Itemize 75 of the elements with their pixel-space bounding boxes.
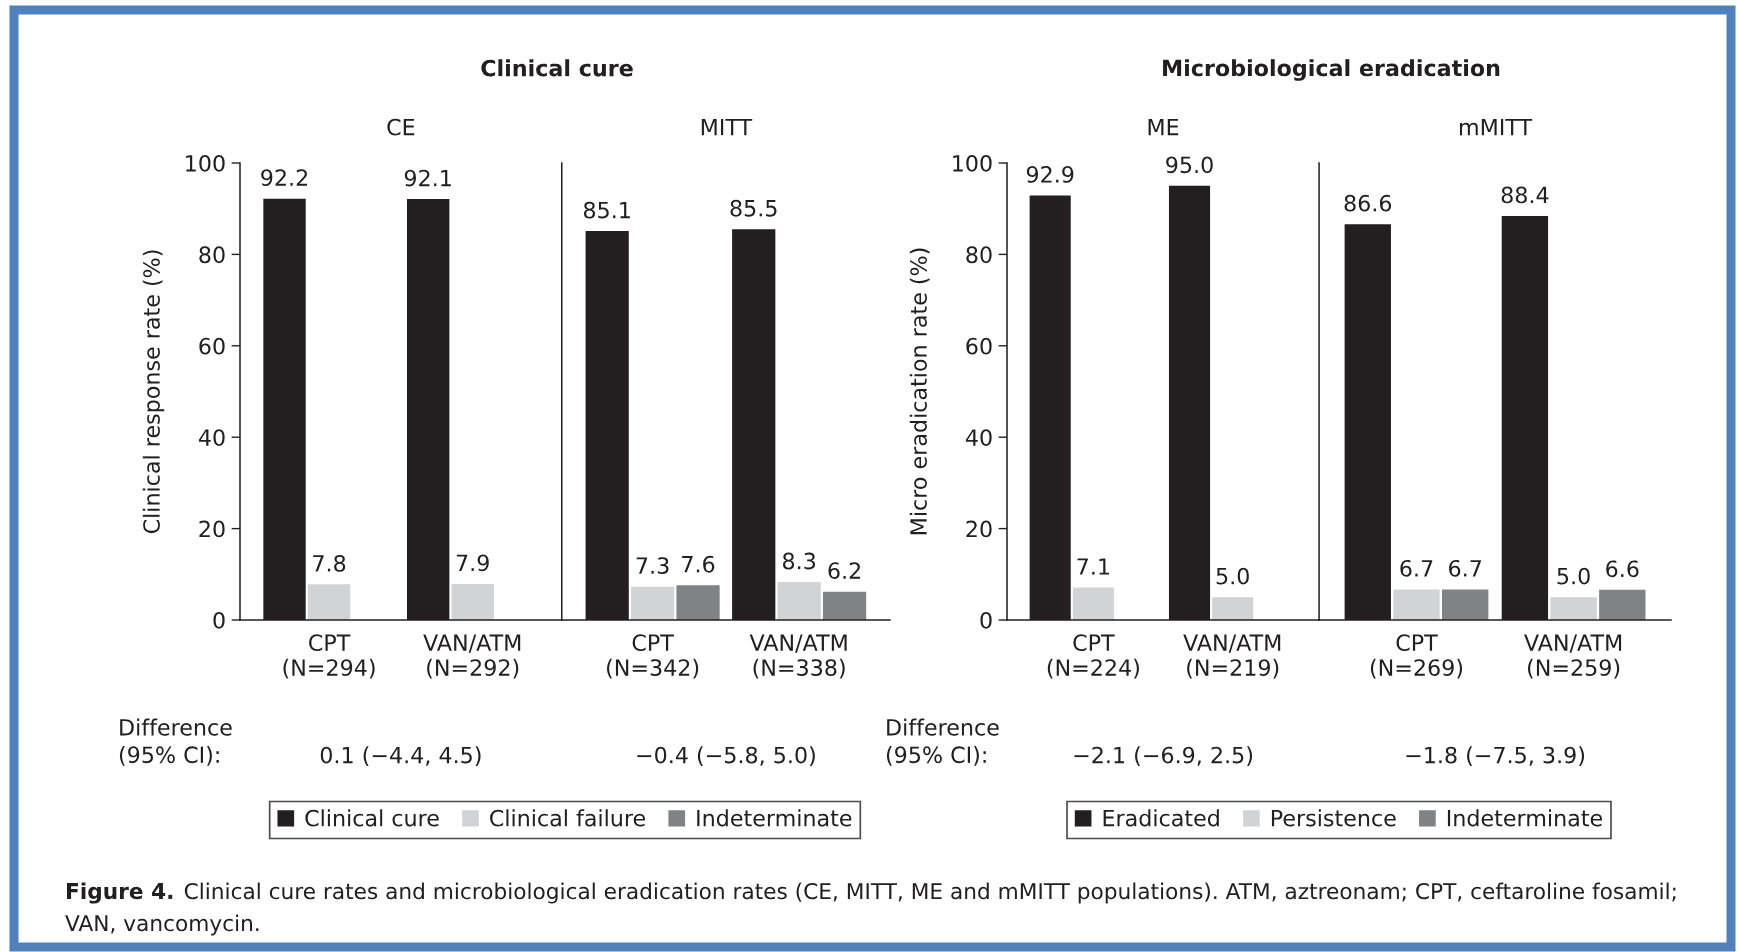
data-label: 8.3 (782, 552, 816, 570)
x-tick-label: CPT (N=294) (283, 634, 375, 679)
y-tick-label: 80 (199, 246, 225, 264)
legend-label: Persistence (1271, 809, 1396, 827)
legend-label: Eradicated (1103, 809, 1219, 827)
y-axis-title: Clinical response rate (%) (142, 250, 165, 534)
bar (1393, 589, 1440, 620)
bar (1072, 587, 1114, 620)
y-tick-label: 20 (966, 520, 992, 538)
chart-subtitle: MITT (701, 118, 753, 136)
y-tick-label: 100 (186, 154, 225, 172)
data-label: 92.1 (404, 169, 451, 187)
bar (451, 583, 494, 620)
text: −1.8 (−7.5, 3.9) (1406, 746, 1585, 767)
x-tick-label: VAN/ATM (N=219) (1183, 634, 1281, 679)
bar (1550, 597, 1597, 620)
text: Difference (95% CI): (886, 718, 999, 766)
chart-subtitle: ME (1148, 118, 1179, 136)
bar (1212, 597, 1254, 620)
data-label: 7.3 (636, 557, 669, 574)
x-tick-label: VAN/ATM (N=338) (749, 634, 847, 679)
data-label: 6.6 (1606, 560, 1639, 578)
x-tick-label: VAN/ATM (N=292) (423, 634, 521, 679)
data-label: 7.1 (1077, 558, 1109, 575)
text: −2.1 (−6.9, 2.5) (1074, 746, 1253, 767)
y-tick-label: 40 (965, 429, 992, 446)
chart-subtitle: mMITT (1459, 118, 1533, 136)
y-tick-label: 100 (953, 154, 992, 172)
data-label: 7.8 (313, 554, 346, 572)
data-label: 92.2 (261, 169, 308, 187)
y-tick-label: 0 (213, 611, 225, 629)
x-tick-label: VAN/ATM (N=259) (1524, 634, 1622, 679)
text: Clinical cure rates and microbiological eradication rates (CE, MITT, ME and mMITT populations). ATM, aztreonam; CPT, ceftaroline fosamil; (184, 882, 1676, 904)
data-label: 5.0 (1216, 567, 1249, 585)
x-tick-label: CPT (N=342) (607, 634, 699, 679)
chart-subtitle: CE (387, 118, 415, 136)
legend-label: Clinical cure (305, 809, 439, 827)
y-tick-label: 40 (198, 429, 225, 446)
y-tick-label: 60 (966, 337, 992, 355)
legend-label: Indeterminate (697, 809, 852, 827)
y-axis-title: Micro eradication rate (%) (909, 248, 930, 535)
y-tick-label: 60 (199, 337, 225, 355)
bar (307, 584, 351, 620)
text: −0.4 (−5.8, 5.0) (637, 746, 815, 767)
text: Difference (95% CI): (119, 718, 232, 766)
y-tick-label: 0 (980, 611, 992, 629)
data-label: 7.6 (682, 555, 715, 573)
data-label: 6.2 (828, 562, 861, 580)
data-label: 85.1 (583, 201, 630, 219)
chart-title: Microbiological eradication (1163, 59, 1500, 81)
data-label: 92.9 (1026, 166, 1074, 183)
data-label: 95.0 (1166, 156, 1213, 174)
bar (1442, 589, 1489, 620)
bar (1599, 589, 1646, 620)
y-tick-label: 20 (199, 520, 225, 538)
data-label: 88.4 (1501, 186, 1549, 204)
data-label: 5.0 (1557, 567, 1590, 585)
data-label: 6.7 (1400, 559, 1433, 577)
chart-title: Clinical cure (481, 59, 633, 77)
bar (676, 585, 720, 620)
legend-label: Indeterminate (1447, 809, 1603, 827)
data-label: 6.7 (1449, 559, 1481, 577)
legend-label: Clinical failure (490, 809, 646, 827)
caption: Figure 4. (66, 882, 173, 904)
bar (777, 582, 821, 620)
bar (822, 591, 867, 620)
y-tick-label: 80 (966, 246, 992, 264)
bar (630, 586, 675, 620)
text: 0.1 (−4.4, 4.5) (320, 746, 481, 767)
data-label: 86.6 (1344, 194, 1392, 212)
data-label: 85.5 (730, 199, 777, 217)
data-label: 7.9 (456, 554, 489, 572)
x-tick-label: CPT (N=269) (1370, 634, 1463, 679)
text: VAN, vancomycin. (65, 914, 259, 936)
x-tick-label: CPT (N=224) (1047, 634, 1139, 679)
